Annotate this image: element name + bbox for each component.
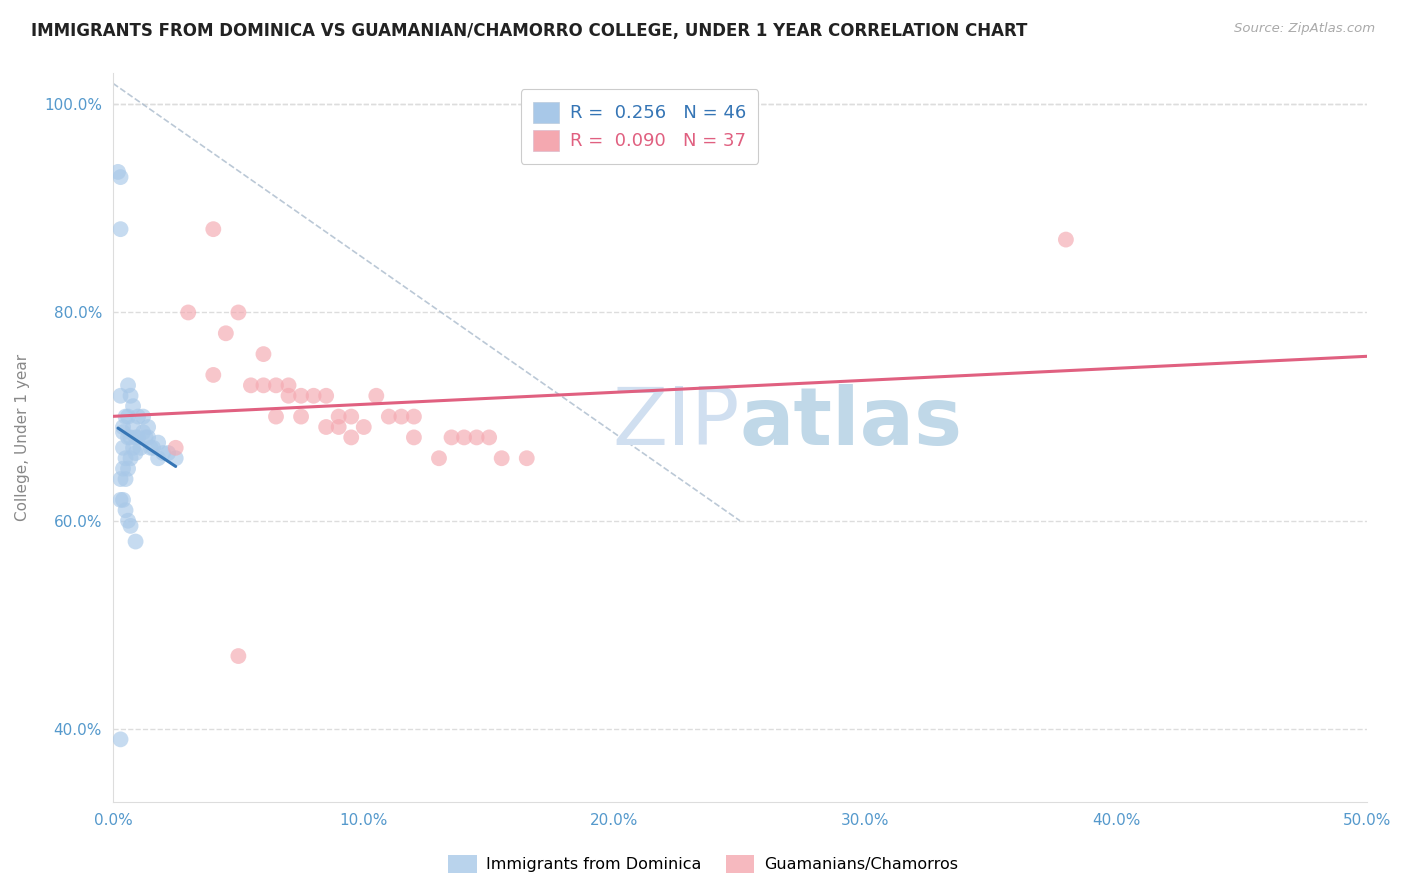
Point: [165, 451, 187, 466]
Point: [340, 409, 363, 424]
Point: [340, 430, 363, 444]
Point: [117, 409, 139, 424]
Point: [302, 389, 325, 403]
Point: [122, 441, 145, 455]
Point: [110, 492, 132, 507]
Text: ZIP: ZIP: [613, 384, 740, 462]
Point: [239, 378, 262, 392]
Point: [465, 430, 488, 444]
Point: [277, 378, 299, 392]
Point: [165, 441, 187, 455]
Point: [277, 389, 299, 403]
Point: [328, 409, 350, 424]
Point: [290, 389, 312, 403]
Point: [135, 430, 157, 444]
Point: [110, 389, 132, 403]
Point: [177, 305, 200, 319]
Point: [124, 534, 146, 549]
Point: [427, 451, 450, 466]
Legend: Immigrants from Dominica, Guamanians/Chamorros: Immigrants from Dominica, Guamanians/Cha…: [441, 848, 965, 880]
Point: [1054, 233, 1077, 247]
Text: atlas: atlas: [740, 384, 963, 462]
Point: [328, 420, 350, 434]
Point: [378, 409, 401, 424]
Point: [264, 409, 287, 424]
Point: [114, 472, 136, 486]
Point: [132, 425, 155, 440]
Point: [136, 420, 159, 434]
Point: [127, 430, 149, 444]
Point: [124, 446, 146, 460]
Point: [112, 441, 135, 455]
Y-axis label: College, Under 1 year: College, Under 1 year: [15, 354, 30, 521]
Point: [142, 441, 165, 455]
Point: [478, 430, 501, 444]
Point: [112, 425, 135, 440]
Point: [117, 514, 139, 528]
Point: [453, 430, 475, 444]
Point: [157, 446, 180, 460]
Point: [228, 648, 250, 663]
Point: [202, 368, 225, 382]
Point: [129, 441, 152, 455]
Point: [114, 503, 136, 517]
Point: [252, 378, 274, 392]
Point: [112, 492, 135, 507]
Point: [122, 420, 145, 434]
Point: [117, 378, 139, 392]
Point: [127, 409, 149, 424]
Point: [146, 451, 169, 466]
Point: [112, 461, 135, 475]
Point: [107, 165, 129, 179]
Text: IMMIGRANTS FROM DOMINICA VS GUAMANIAN/CHAMORRO COLLEGE, UNDER 1 YEAR CORRELATION: IMMIGRANTS FROM DOMINICA VS GUAMANIAN/CH…: [31, 22, 1028, 40]
Point: [146, 435, 169, 450]
Point: [353, 420, 375, 434]
Point: [122, 399, 145, 413]
Point: [215, 326, 238, 341]
Point: [117, 461, 139, 475]
Point: [290, 409, 312, 424]
Point: [110, 222, 132, 236]
Point: [366, 389, 388, 403]
Point: [264, 378, 287, 392]
Point: [202, 222, 225, 236]
Point: [516, 451, 538, 466]
Point: [132, 409, 155, 424]
Point: [110, 732, 132, 747]
Point: [136, 430, 159, 444]
Point: [114, 409, 136, 424]
Point: [110, 472, 132, 486]
Point: [117, 430, 139, 444]
Point: [315, 389, 337, 403]
Point: [139, 441, 162, 455]
Point: [120, 519, 142, 533]
Point: [491, 451, 513, 466]
Point: [152, 446, 174, 460]
Point: [228, 305, 250, 319]
Point: [114, 451, 136, 466]
Point: [440, 430, 463, 444]
Point: [112, 420, 135, 434]
Point: [315, 420, 337, 434]
Point: [402, 409, 425, 424]
Point: [252, 347, 274, 361]
Point: [120, 451, 142, 466]
Text: Source: ZipAtlas.com: Source: ZipAtlas.com: [1234, 22, 1375, 36]
Point: [402, 430, 425, 444]
Point: [124, 430, 146, 444]
Point: [110, 170, 132, 185]
Point: [120, 389, 142, 403]
Point: [120, 430, 142, 444]
Legend: R =  0.256   N = 46, R =  0.090   N = 37: R = 0.256 N = 46, R = 0.090 N = 37: [520, 89, 758, 163]
Point: [389, 409, 412, 424]
